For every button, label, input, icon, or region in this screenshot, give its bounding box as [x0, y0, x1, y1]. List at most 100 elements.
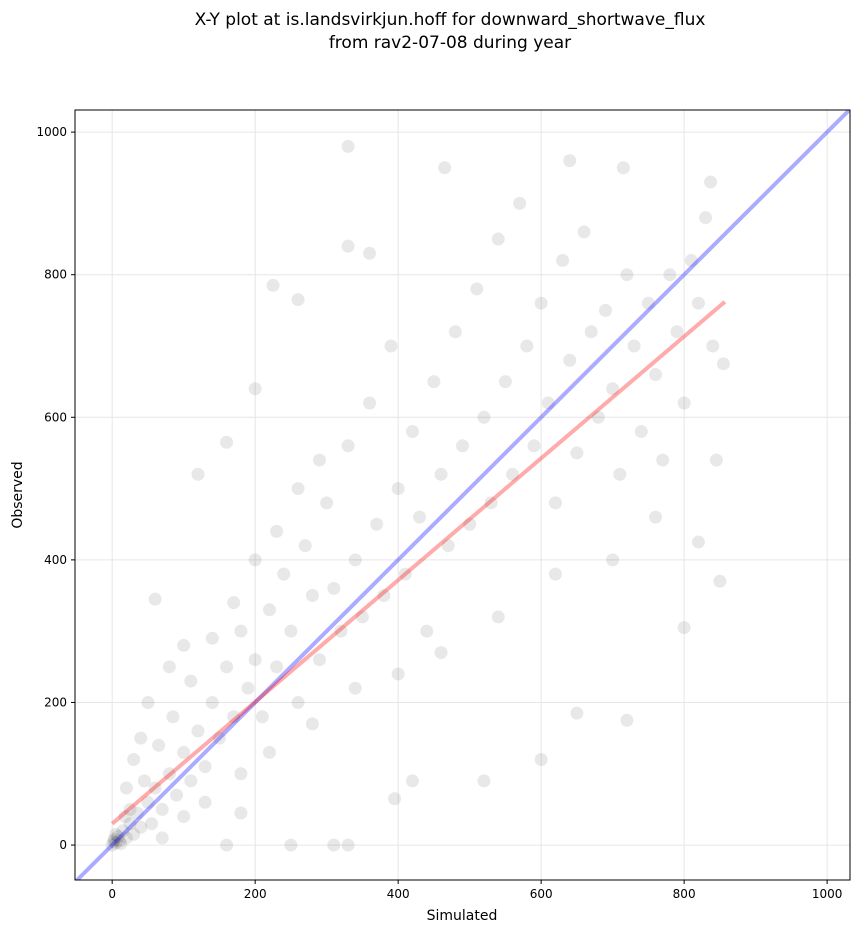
point	[527, 439, 541, 453]
point	[520, 339, 534, 353]
point	[123, 802, 137, 816]
x-tick-label: 200	[244, 887, 267, 901]
fit-line	[75, 110, 850, 880]
point	[370, 517, 384, 531]
point	[584, 325, 598, 339]
point	[277, 567, 291, 581]
chart-title: from rav2-07-08 during year	[329, 33, 571, 53]
point	[291, 695, 305, 709]
point	[341, 439, 355, 453]
point	[613, 467, 627, 481]
point	[391, 482, 405, 496]
chart-title: X-Y plot at is.landsvirkjun.hoff for dow…	[195, 10, 706, 30]
point	[109, 827, 123, 841]
point	[556, 253, 570, 267]
point	[155, 802, 169, 816]
point	[327, 838, 341, 852]
y-tick-label: 600	[44, 410, 67, 424]
point	[348, 681, 362, 695]
point	[577, 225, 591, 239]
point	[355, 610, 369, 624]
point	[198, 795, 212, 809]
point	[448, 325, 462, 339]
point	[413, 510, 427, 524]
point	[627, 339, 641, 353]
point	[227, 596, 241, 610]
point	[241, 681, 255, 695]
y-tick-label: 400	[44, 553, 67, 567]
point	[105, 838, 119, 852]
point	[112, 834, 126, 848]
point	[348, 553, 362, 567]
point	[212, 731, 226, 745]
point	[434, 646, 448, 660]
fit-line	[110, 300, 727, 826]
point	[706, 339, 720, 353]
point	[363, 396, 377, 410]
point	[634, 425, 648, 439]
point	[266, 278, 280, 292]
axes-frame	[74, 109, 851, 881]
point	[606, 382, 620, 396]
point	[441, 539, 455, 553]
point	[513, 196, 527, 210]
point	[656, 453, 670, 467]
point	[220, 838, 234, 852]
point	[205, 695, 219, 709]
point	[570, 446, 584, 460]
point	[384, 339, 398, 353]
point	[709, 453, 723, 467]
point	[152, 738, 166, 752]
y-axis-label: Observed	[10, 461, 26, 528]
point	[170, 788, 184, 802]
point	[598, 303, 612, 317]
point	[114, 837, 128, 851]
point	[391, 667, 405, 681]
point	[591, 410, 605, 424]
point	[134, 820, 148, 834]
point	[291, 482, 305, 496]
point	[716, 357, 730, 371]
point	[111, 830, 125, 844]
point	[341, 239, 355, 253]
point	[118, 810, 132, 824]
point	[427, 375, 441, 389]
point	[109, 836, 123, 850]
point	[616, 161, 630, 175]
point	[141, 695, 155, 709]
point	[713, 574, 727, 588]
point	[405, 774, 419, 788]
x-tick-label: 400	[387, 887, 410, 901]
point	[677, 621, 691, 635]
point	[548, 567, 562, 581]
point	[198, 760, 212, 774]
point	[334, 624, 348, 638]
point	[663, 268, 677, 282]
point	[184, 674, 198, 688]
point	[298, 539, 312, 553]
point	[234, 767, 248, 781]
point	[134, 731, 148, 745]
point	[548, 496, 562, 510]
point	[534, 753, 548, 767]
point	[107, 835, 121, 848]
point	[320, 496, 334, 510]
point	[341, 838, 355, 852]
x-axis-label: Simulated	[427, 908, 498, 924]
point	[313, 653, 327, 667]
point	[477, 410, 491, 424]
point	[456, 439, 469, 453]
point	[491, 232, 505, 246]
point	[691, 535, 705, 549]
point	[137, 774, 151, 788]
point	[127, 827, 141, 841]
point	[541, 396, 555, 410]
point	[649, 368, 663, 382]
point	[620, 713, 634, 727]
point	[234, 806, 248, 820]
point	[363, 246, 377, 260]
point	[649, 510, 663, 524]
point	[570, 706, 584, 720]
plot-area	[75, 110, 850, 880]
